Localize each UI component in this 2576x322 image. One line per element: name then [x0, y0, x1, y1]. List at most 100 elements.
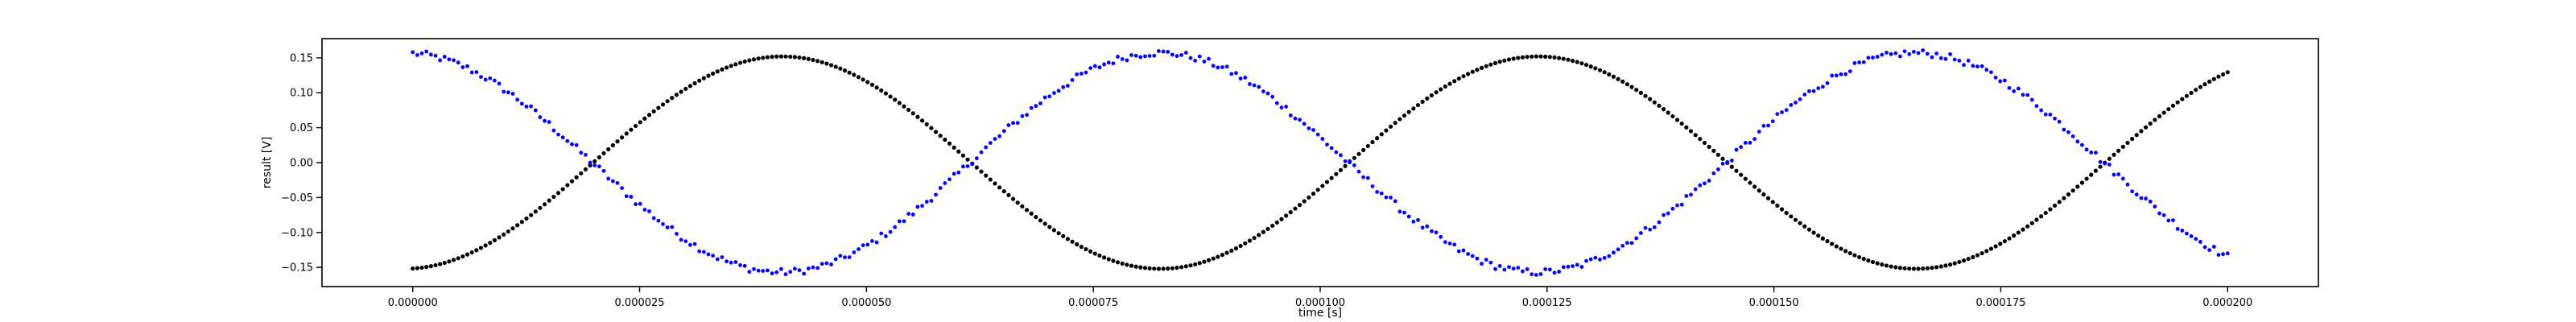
data-point — [610, 142, 615, 148]
data-point — [1034, 104, 1038, 109]
data-point — [1866, 56, 1871, 60]
data-point — [1293, 206, 1298, 211]
data-point — [1662, 107, 1666, 112]
data-point — [1466, 252, 1471, 256]
data-point — [1861, 60, 1866, 64]
data-point — [1493, 266, 1497, 271]
data-point — [2211, 245, 2216, 249]
data-point — [706, 252, 711, 257]
data-point — [979, 150, 984, 155]
x-tick-label: 0.000075 — [1068, 297, 1118, 309]
data-point — [720, 67, 724, 72]
data-point — [1571, 264, 1575, 268]
data-point — [551, 194, 556, 200]
data-point — [779, 266, 783, 271]
data-point — [2021, 227, 2025, 232]
data-point — [1211, 256, 1216, 261]
data-point — [1880, 262, 1885, 267]
data-point — [2070, 188, 2075, 193]
data-point — [1334, 150, 1339, 155]
data-point — [428, 52, 433, 57]
data-point — [2089, 150, 2094, 155]
data-point — [433, 262, 438, 268]
data-point — [1461, 74, 1466, 79]
data-point — [447, 57, 452, 62]
data-point — [1384, 195, 1389, 200]
data-point — [438, 262, 443, 266]
data-point — [1001, 129, 1006, 134]
data-point — [2148, 199, 2153, 204]
data-point — [902, 104, 906, 109]
data-point — [1339, 153, 1343, 158]
data-point — [2043, 112, 2048, 117]
data-point — [2189, 90, 2194, 95]
data-point — [1220, 253, 1225, 258]
data-point — [2112, 172, 2116, 177]
data-point — [460, 254, 465, 259]
data-point — [2194, 237, 2198, 242]
data-point — [1284, 105, 1289, 109]
data-point — [433, 53, 438, 58]
data-point — [1698, 136, 1703, 142]
data-point — [724, 65, 729, 70]
data-point — [1111, 258, 1116, 263]
data-point — [529, 104, 534, 109]
data-point — [2198, 85, 2202, 89]
data-point — [1061, 85, 1066, 89]
data-point — [815, 59, 820, 64]
data-point — [2180, 97, 2185, 101]
data-point — [1648, 97, 1653, 101]
data-point — [1143, 54, 1147, 59]
data-point — [1629, 241, 1634, 246]
data-point — [2053, 116, 2057, 121]
data-point — [956, 170, 961, 175]
data-point — [692, 80, 697, 86]
data-point — [847, 255, 852, 259]
data-point — [1157, 49, 1161, 53]
data-point — [1702, 140, 1707, 146]
data-point — [1593, 66, 1598, 71]
data-point — [674, 93, 679, 97]
data-point — [1775, 112, 1780, 116]
data-point — [1088, 249, 1093, 254]
y-tick-label: −0.05 — [281, 192, 313, 204]
data-point — [1125, 262, 1129, 267]
data-point — [1652, 225, 1657, 229]
data-point — [560, 135, 565, 140]
data-point — [1420, 225, 1425, 230]
data-point — [1643, 93, 1648, 98]
data-point — [1224, 64, 1229, 69]
data-point — [1052, 91, 1056, 95]
data-point — [1902, 266, 1907, 270]
data-point — [629, 127, 634, 132]
data-point — [1288, 114, 1293, 118]
data-point — [1247, 238, 1253, 243]
data-point — [883, 234, 888, 238]
data-point — [1243, 241, 1248, 246]
data-point — [2048, 112, 2053, 117]
data-point — [1547, 267, 1552, 272]
y-tick-label: 0.05 — [290, 122, 313, 134]
data-point — [1889, 52, 1893, 56]
data-point — [479, 75, 483, 79]
data-point — [2002, 239, 2007, 244]
data-point — [1170, 52, 1174, 57]
data-point — [2202, 245, 2207, 250]
data-point — [2012, 233, 2017, 238]
data-point — [1902, 49, 1907, 54]
data-point — [965, 157, 970, 162]
data-point — [456, 60, 460, 65]
data-point — [1302, 199, 1307, 204]
data-point — [1816, 86, 1821, 90]
data-point — [1466, 72, 1471, 76]
data-point — [483, 77, 488, 82]
data-point — [660, 102, 666, 107]
data-point — [1248, 82, 1252, 86]
data-point — [1857, 60, 1861, 64]
data-point — [2166, 106, 2171, 112]
data-point — [1602, 255, 1607, 260]
data-point — [1334, 171, 1339, 176]
data-point — [1502, 58, 1507, 63]
data-point — [1397, 117, 1402, 122]
data-point — [1734, 168, 1739, 173]
